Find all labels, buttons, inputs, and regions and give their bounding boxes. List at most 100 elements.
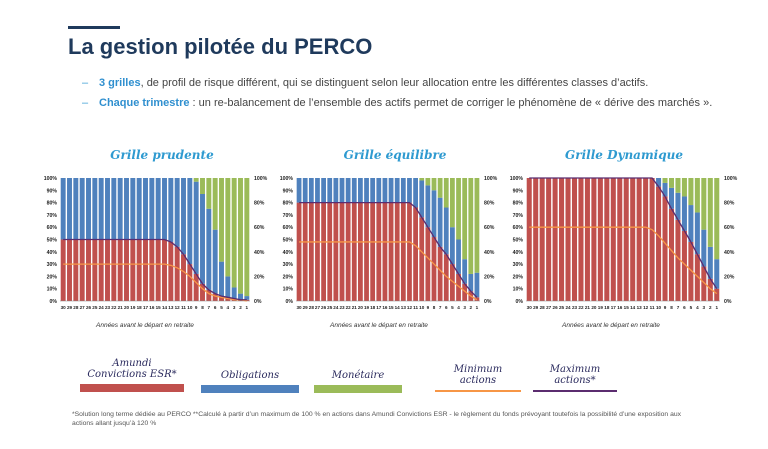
bar-segment-bonds	[394, 178, 400, 203]
bar-segment-bonds	[308, 178, 314, 203]
bar-segment-equity	[168, 241, 174, 301]
x-axis-label-dynamique: Années avant le départ en retraite	[562, 322, 660, 329]
bar-segment-money	[443, 178, 449, 208]
x-tick-label: 20	[591, 305, 597, 310]
bar-segment-equity	[450, 264, 455, 301]
bar-segment-equity	[212, 293, 218, 301]
bar-segment-equity	[308, 202, 314, 301]
y2-tick-label: 0%	[724, 299, 732, 305]
bar-segment-equity	[105, 239, 110, 301]
chart-title-equilibre: Grille équilibre	[343, 148, 447, 162]
y-tick-label: 10%	[513, 287, 524, 293]
x-tick-label: 28	[73, 305, 79, 310]
bar-segment-equity	[400, 202, 406, 301]
bar-segment-bonds	[124, 178, 129, 240]
x-tick-label: 29	[303, 305, 309, 310]
x-tick-label: 18	[370, 305, 376, 310]
bar-segment-bonds	[206, 208, 212, 290]
bar-segment-money	[701, 178, 707, 230]
bar-segment-bonds	[376, 178, 382, 203]
bar-segment-bonds	[302, 178, 308, 203]
bar-segment-bonds	[296, 178, 302, 203]
bar-segment-money	[212, 178, 218, 230]
bar-segment-equity	[604, 178, 610, 301]
legend-label: Monétaire	[331, 370, 385, 381]
bar-segment-bonds	[117, 178, 123, 240]
x-tick-label: 23	[105, 305, 111, 310]
series-line-max-actions	[63, 238, 247, 301]
bar-segment-bonds	[400, 178, 406, 203]
x-tick-label: 6	[445, 305, 448, 310]
y2-tick-label: 60%	[484, 225, 495, 231]
x-tick-label: 21	[118, 305, 124, 310]
y-tick-label: 60%	[283, 225, 294, 231]
bar-segment-money	[456, 178, 461, 240]
bar-segment-bonds	[181, 178, 186, 255]
y-tick-label: 90%	[283, 188, 294, 194]
legend-label: Minimum actions	[453, 364, 503, 386]
bar-segment-equity	[174, 246, 180, 301]
bar-segment-money	[244, 178, 250, 297]
x-tick-label: 7	[677, 305, 680, 310]
bar-segment-bonds	[86, 178, 91, 240]
legend-label: Obligations	[220, 370, 280, 381]
bar-segment-money	[681, 178, 687, 197]
bar-segment-bonds	[187, 178, 193, 265]
y2-tick-label: 80%	[484, 201, 495, 207]
x-axis-label-prudente: Années avant le départ en retraite	[96, 322, 194, 329]
legend-min-actions: Minimum actions	[432, 364, 524, 392]
bar-segment-bonds	[370, 178, 376, 203]
bar-segment-equity	[610, 178, 616, 301]
y2-tick-label: 40%	[724, 250, 735, 256]
x-tick-label: 9	[195, 305, 198, 310]
bar-segment-equity	[559, 178, 565, 301]
bar-segment-equity	[617, 178, 623, 301]
bar-segment-bonds	[382, 178, 388, 203]
bar-segment-money	[206, 178, 212, 209]
x-tick-label: 29	[67, 305, 73, 310]
x-tick-label: 9	[664, 305, 667, 310]
bar-segment-bonds	[701, 229, 707, 267]
legend-equity: Amundi Convictions ESR*	[78, 358, 186, 392]
x-tick-label: 24	[565, 305, 571, 310]
bar-segment-bonds	[456, 239, 461, 274]
x-tick-label: 6	[683, 305, 686, 310]
bar-segment-bonds	[468, 273, 474, 292]
y2-tick-label: 80%	[724, 201, 735, 207]
bar-segment-bonds	[143, 178, 148, 240]
bar-segment-equity	[431, 237, 437, 301]
bar-segment-money	[225, 178, 231, 277]
bar-segment-bonds	[67, 178, 72, 240]
x-tick-label: 11	[181, 305, 186, 310]
bar-segment-bonds	[419, 180, 425, 218]
bar-segment-equity	[92, 239, 98, 301]
x-tick-label: 22	[111, 305, 117, 310]
bar-segment-equity	[539, 178, 545, 301]
x-tick-label: 10	[656, 305, 662, 310]
x-tick-label: 26	[86, 305, 92, 310]
bullet-item: – 3 grilles, de profil de risque différe…	[82, 76, 722, 91]
bar-segment-money	[694, 178, 700, 213]
bar-segment-equity	[591, 178, 597, 301]
bar-segment-equity	[143, 239, 148, 301]
bar-segment-equity	[533, 178, 539, 301]
bar-segment-equity	[578, 178, 584, 301]
bar-segment-bonds	[450, 227, 455, 265]
bar-segment-equity	[193, 273, 199, 301]
x-tick-label: 28	[540, 305, 546, 310]
x-tick-label: 13	[401, 305, 407, 310]
x-tick-label: 28	[309, 305, 315, 310]
bar-segment-bonds	[358, 178, 363, 203]
y-tick-label: 50%	[283, 238, 294, 244]
legend-label: Maximum actions*	[549, 364, 601, 386]
bar-segment-money	[431, 178, 437, 191]
x-tick-label: 16	[382, 305, 388, 310]
x-tick-label: 4	[227, 305, 230, 310]
legend-line-max	[533, 390, 617, 392]
y-tick-label: 80%	[513, 201, 524, 207]
bar-segment-equity	[155, 239, 161, 301]
bar-segment-equity	[358, 202, 363, 301]
bar-segment-money	[419, 178, 425, 181]
x-tick-label: 25	[92, 305, 98, 310]
bar-segment-equity	[382, 202, 388, 301]
